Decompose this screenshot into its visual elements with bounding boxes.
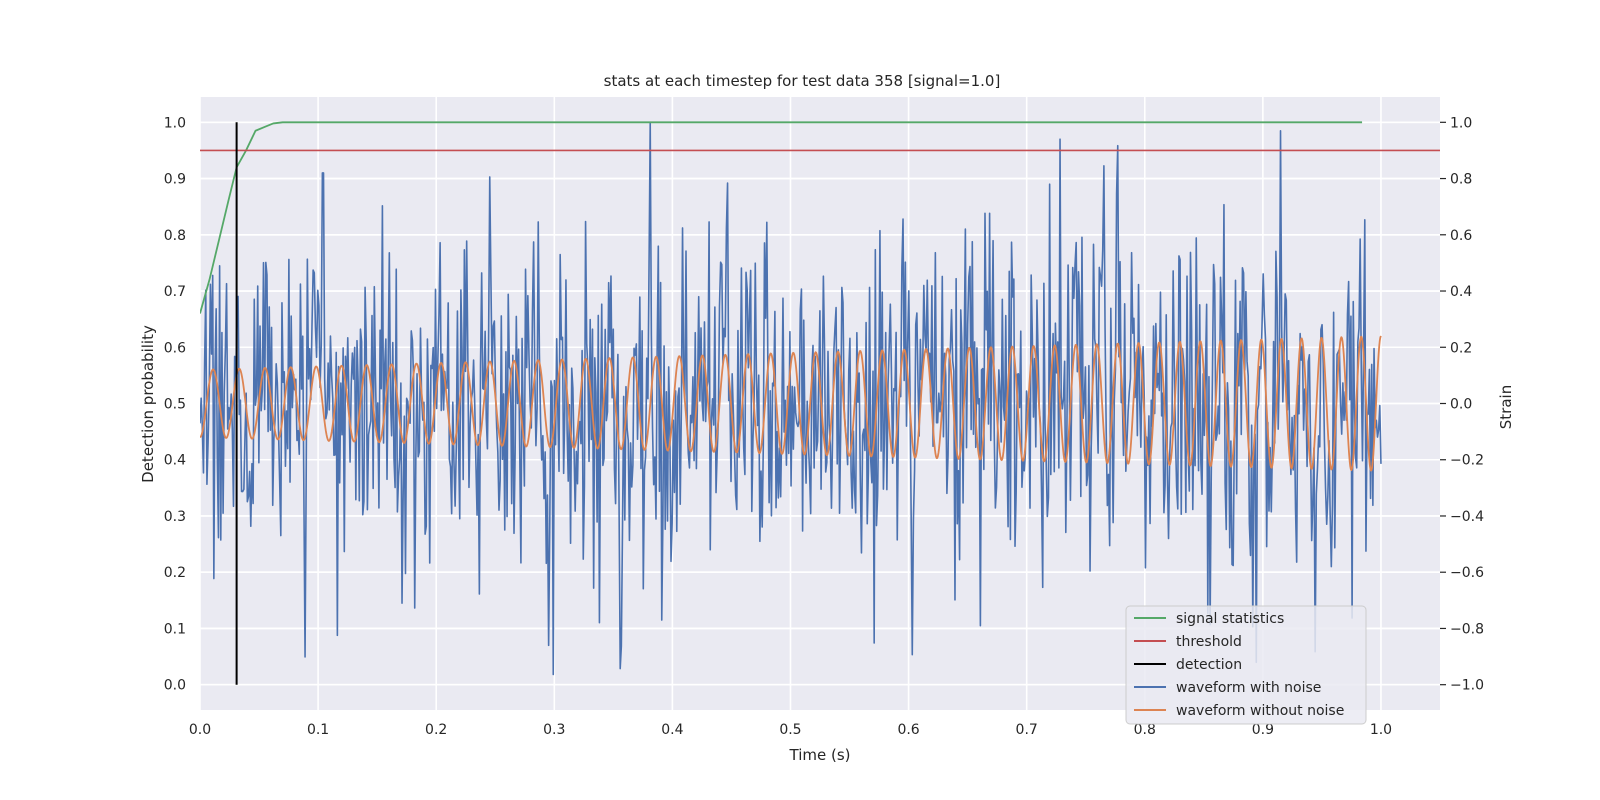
y-right-tick-label: −0.8 [1450,621,1484,637]
x-tick-label: 0.0 [189,722,211,738]
x-tick-label: 0.7 [1016,722,1038,738]
y-left-tick-label: 0.4 [164,453,186,469]
y-left-tick-label: 0.9 [164,172,186,188]
series-layer [200,121,1440,685]
legend-label: threshold [1176,634,1242,650]
x-tick-label: 0.1 [307,722,329,738]
y-left-tick-label: 0.1 [164,621,186,637]
series-waveform-without-noise [200,335,1382,472]
x-tick-label: 0.4 [661,722,683,738]
y-right-tick-label: 0.4 [1450,284,1472,300]
legend-box [1125,605,1367,725]
y-left-tick-label: 0.5 [164,397,186,413]
chart-title: stats at each timestep for test data 358… [604,72,1001,90]
legend: signal statistics threshold detection wavef… [1125,605,1367,725]
y-right-tick-label: 0.8 [1450,172,1472,188]
tick-labels: 0.0 0.1 0.2 0.3 0.4 0.5 0.6 0.7 0.8 0.9 1.0 0.0 0.1 0… [164,115,1484,738]
y-left-tick-label: 1.0 [164,115,186,131]
y-left-tick-label: 0.3 [164,509,186,525]
y-right-tick-label: −0.2 [1450,453,1484,469]
legend-label: detection [1176,657,1242,673]
y-right-tick-label: 0.6 [1450,228,1472,244]
y-right-axis-title: Strain [1497,385,1515,429]
y-right-tick-label: 0.2 [1450,340,1472,356]
series-signal-statistics [200,121,1363,314]
x-tick-label: 0.5 [779,722,801,738]
x-tick-label: 0.3 [543,722,565,738]
y-right-tick-label: −0.6 [1450,565,1484,581]
x-tick-label: 0.9 [1252,722,1274,738]
x-tick-label: 0.6 [897,722,919,738]
legend-label: signal statistics [1176,611,1284,627]
y-left-tick-label: 0.8 [164,228,186,244]
x-tick-label: 0.8 [1134,722,1156,738]
y-right-tick-label: −1.0 [1450,678,1484,694]
y-right-tick-label: −0.4 [1450,509,1484,525]
legend-label: waveform with noise [1176,680,1321,696]
y-right-tick-label: 0.0 [1450,397,1472,413]
y-left-tick-label: 0.7 [164,284,186,300]
y-left-tick-label: 0.0 [164,678,186,694]
y-left-axis-title: Detection probability [139,325,157,483]
x-axis-title: Time (s) [789,746,851,764]
legend-label: waveform without noise [1176,703,1344,719]
x-tick-label: 1.0 [1370,722,1392,738]
y-left-tick-label: 0.2 [164,565,186,581]
y-left-tick-label: 0.6 [164,340,186,356]
x-tick-label: 0.2 [425,722,447,738]
y-right-tick-label: 1.0 [1450,115,1472,131]
